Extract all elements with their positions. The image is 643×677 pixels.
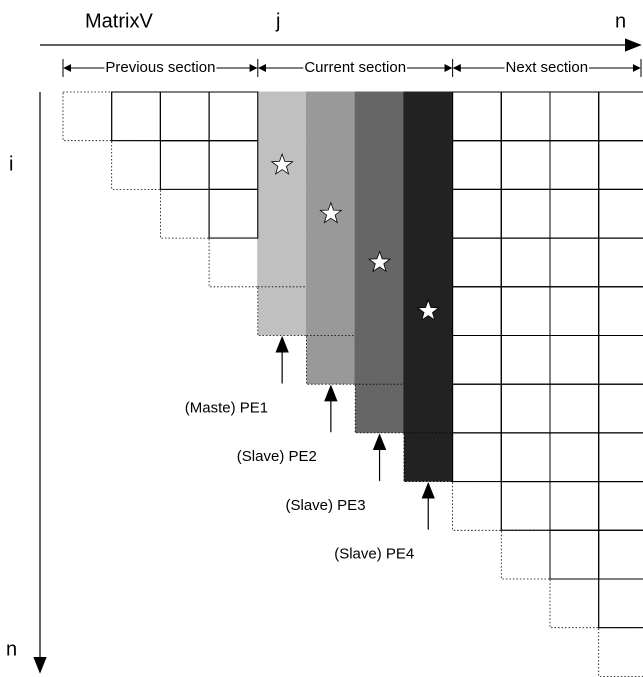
cell (598, 481, 643, 531)
cell (549, 91, 600, 142)
cell (598, 91, 643, 142)
cell (500, 383, 551, 434)
column-end: n (615, 10, 626, 32)
section-label: Current section (304, 59, 406, 76)
cell (598, 286, 643, 336)
cell (354, 188, 405, 239)
matrix-title: MatrixV (85, 10, 153, 32)
cell-border (598, 578, 643, 629)
cell (306, 91, 356, 142)
cell (257, 188, 307, 239)
cell (403, 383, 454, 434)
cell (598, 140, 643, 190)
diagonal-cell (257, 286, 307, 336)
cell (257, 237, 307, 288)
diagonal-cell (452, 481, 502, 531)
cell (598, 335, 643, 385)
section-label: Previous section (105, 59, 215, 76)
pe-label: (Slave) PE2 (237, 448, 317, 465)
cell (452, 91, 502, 142)
cell (549, 188, 600, 239)
cell (598, 578, 643, 629)
cell (598, 529, 643, 580)
cell (452, 335, 502, 385)
column-index: j (275, 10, 280, 32)
diagonal-cell (208, 237, 259, 288)
sections: Previous section Current section Next sect… (62, 58, 642, 77)
cell (500, 140, 551, 190)
star (416, 298, 440, 321)
cell (549, 432, 600, 483)
processors: (Maste) PE1 (Slave) PE2 (Slave) PE3 (Slave)… (185, 335, 435, 563)
cell (598, 432, 643, 483)
cell (403, 91, 454, 142)
section-label-bg (504, 58, 590, 76)
cell (500, 91, 551, 142)
cell (452, 188, 502, 239)
cell (549, 140, 600, 190)
cell (500, 432, 551, 483)
diagonal-cell (549, 578, 600, 629)
pe-label: (Slave) PE4 (334, 546, 414, 563)
cell (403, 188, 454, 239)
cell (257, 91, 307, 142)
star (319, 201, 343, 224)
cell (598, 188, 643, 239)
cell (354, 335, 405, 385)
section-label-bg (104, 58, 217, 76)
cell (452, 432, 502, 483)
cell (598, 237, 643, 288)
cell (208, 140, 259, 190)
cell (354, 286, 405, 336)
cell (354, 91, 405, 142)
cell (111, 91, 161, 142)
cell (549, 335, 600, 385)
cell (500, 335, 551, 385)
star (367, 250, 392, 273)
diagonal-cell (62, 91, 113, 142)
cell (500, 188, 551, 239)
cell (452, 237, 502, 288)
star (270, 152, 294, 175)
cell (403, 335, 454, 385)
cell (500, 286, 551, 336)
cell (549, 286, 600, 336)
diagonal-cell (598, 627, 643, 677)
cell (403, 237, 454, 288)
diagonal-cell (306, 335, 356, 385)
matrix-grid (62, 91, 643, 677)
diagonal-cell (403, 432, 453, 482)
cell (306, 237, 356, 288)
cell (452, 286, 502, 336)
cell (500, 481, 551, 531)
row-end: n (6, 638, 17, 660)
cell (452, 383, 502, 434)
cell (159, 91, 210, 142)
cell (306, 286, 356, 336)
pe-label: (Maste) PE1 (185, 399, 268, 416)
diagonal-cell (159, 188, 210, 239)
cell (208, 91, 259, 142)
row-index: i (9, 153, 13, 175)
cell (500, 237, 551, 288)
section-label: Next section (506, 59, 589, 76)
diagonal-cell (111, 140, 161, 190)
cell-border (208, 188, 259, 239)
cell (549, 383, 600, 434)
pe-label: (Slave) PE3 (286, 497, 366, 514)
cell (159, 140, 210, 190)
diagonal-cell (354, 383, 405, 434)
section-label-bg (303, 58, 408, 76)
cell (306, 140, 356, 190)
cell (549, 529, 600, 580)
cell (354, 140, 405, 190)
cell (549, 481, 600, 531)
cell (549, 237, 600, 288)
cell (452, 140, 502, 190)
cell (403, 140, 454, 190)
diagonal-cell (500, 529, 551, 580)
cell (598, 383, 643, 434)
cell (208, 188, 259, 239)
